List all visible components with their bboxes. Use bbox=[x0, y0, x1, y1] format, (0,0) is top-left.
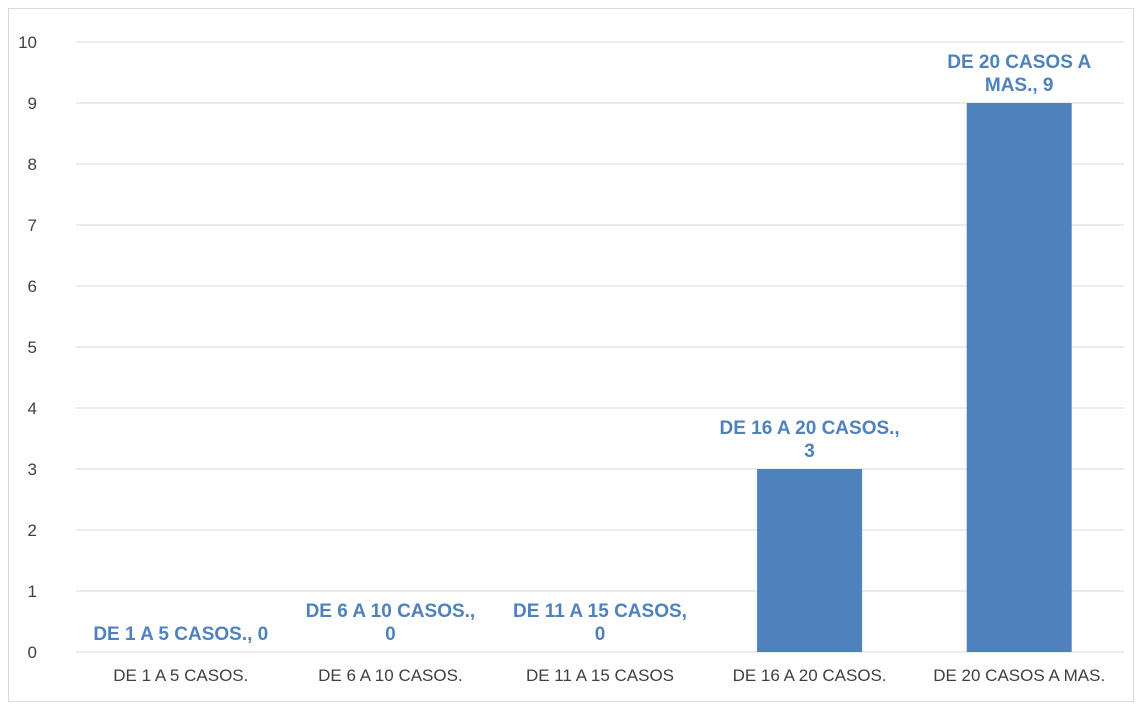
y-tick-label: 7 bbox=[28, 216, 37, 235]
y-tick-label: 10 bbox=[18, 33, 37, 52]
x-axis-categories: DE 1 A 5 CASOS. DE 6 A 10 CASOS. DE 11 A 1… bbox=[113, 666, 1105, 685]
data-label: DE 16 A 20 CASOS., bbox=[719, 418, 899, 439]
y-tick-label: 3 bbox=[28, 460, 37, 479]
y-tick-label: 8 bbox=[28, 155, 37, 174]
y-tick-label: 4 bbox=[28, 399, 37, 418]
y-tick-label: 9 bbox=[28, 94, 37, 113]
chart-area: 0 1 2 3 4 5 6 7 8 9 10 DE 1 A 5 CASOS. DE 6 A 10 CA… bbox=[8, 8, 1134, 702]
y-tick-label: 0 bbox=[28, 643, 37, 662]
data-label: DE 20 CASOS A bbox=[947, 52, 1091, 73]
x-category-label: DE 20 CASOS A MAS. bbox=[933, 666, 1105, 685]
bar bbox=[966, 103, 1072, 652]
gridlines bbox=[76, 41, 1124, 653]
data-label: MAS., 9 bbox=[985, 75, 1054, 96]
data-label: DE 11 A 15 CASOS, bbox=[513, 601, 687, 622]
bars bbox=[757, 103, 1072, 652]
data-label: 0 bbox=[595, 624, 606, 645]
bar-chart: 0 1 2 3 4 5 6 7 8 9 10 DE 1 A 5 CASOS. DE 6 A 10 CA… bbox=[18, 33, 1124, 685]
y-axis-ticks: 0 1 2 3 4 5 6 7 8 9 10 bbox=[18, 33, 37, 662]
y-tick-label: 6 bbox=[28, 277, 37, 296]
y-tick-label: 5 bbox=[28, 338, 37, 357]
y-tick-label: 2 bbox=[28, 521, 37, 540]
data-label: DE 6 A 10 CASOS., bbox=[306, 601, 476, 622]
y-tick-label: 1 bbox=[28, 582, 37, 601]
bar bbox=[757, 469, 863, 652]
x-category-label: DE 1 A 5 CASOS. bbox=[113, 666, 248, 685]
data-label: 3 bbox=[804, 441, 815, 462]
x-category-label: DE 16 A 20 CASOS. bbox=[733, 666, 887, 685]
x-category-label: DE 11 A 15 CASOS bbox=[526, 666, 674, 685]
x-category-label: DE 6 A 10 CASOS. bbox=[318, 666, 463, 685]
data-label: 0 bbox=[385, 624, 396, 645]
data-label: DE 1 A 5 CASOS., 0 bbox=[93, 624, 268, 645]
data-labels: DE 1 A 5 CASOS., 0DE 6 A 10 CASOS.,0DE 1… bbox=[93, 52, 1091, 645]
